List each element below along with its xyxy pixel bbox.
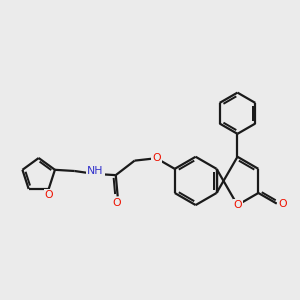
- Text: O: O: [152, 153, 160, 163]
- Text: O: O: [278, 199, 287, 208]
- Text: O: O: [44, 190, 53, 200]
- Text: O: O: [234, 200, 242, 210]
- Text: O: O: [113, 198, 122, 208]
- Text: NH: NH: [87, 166, 104, 176]
